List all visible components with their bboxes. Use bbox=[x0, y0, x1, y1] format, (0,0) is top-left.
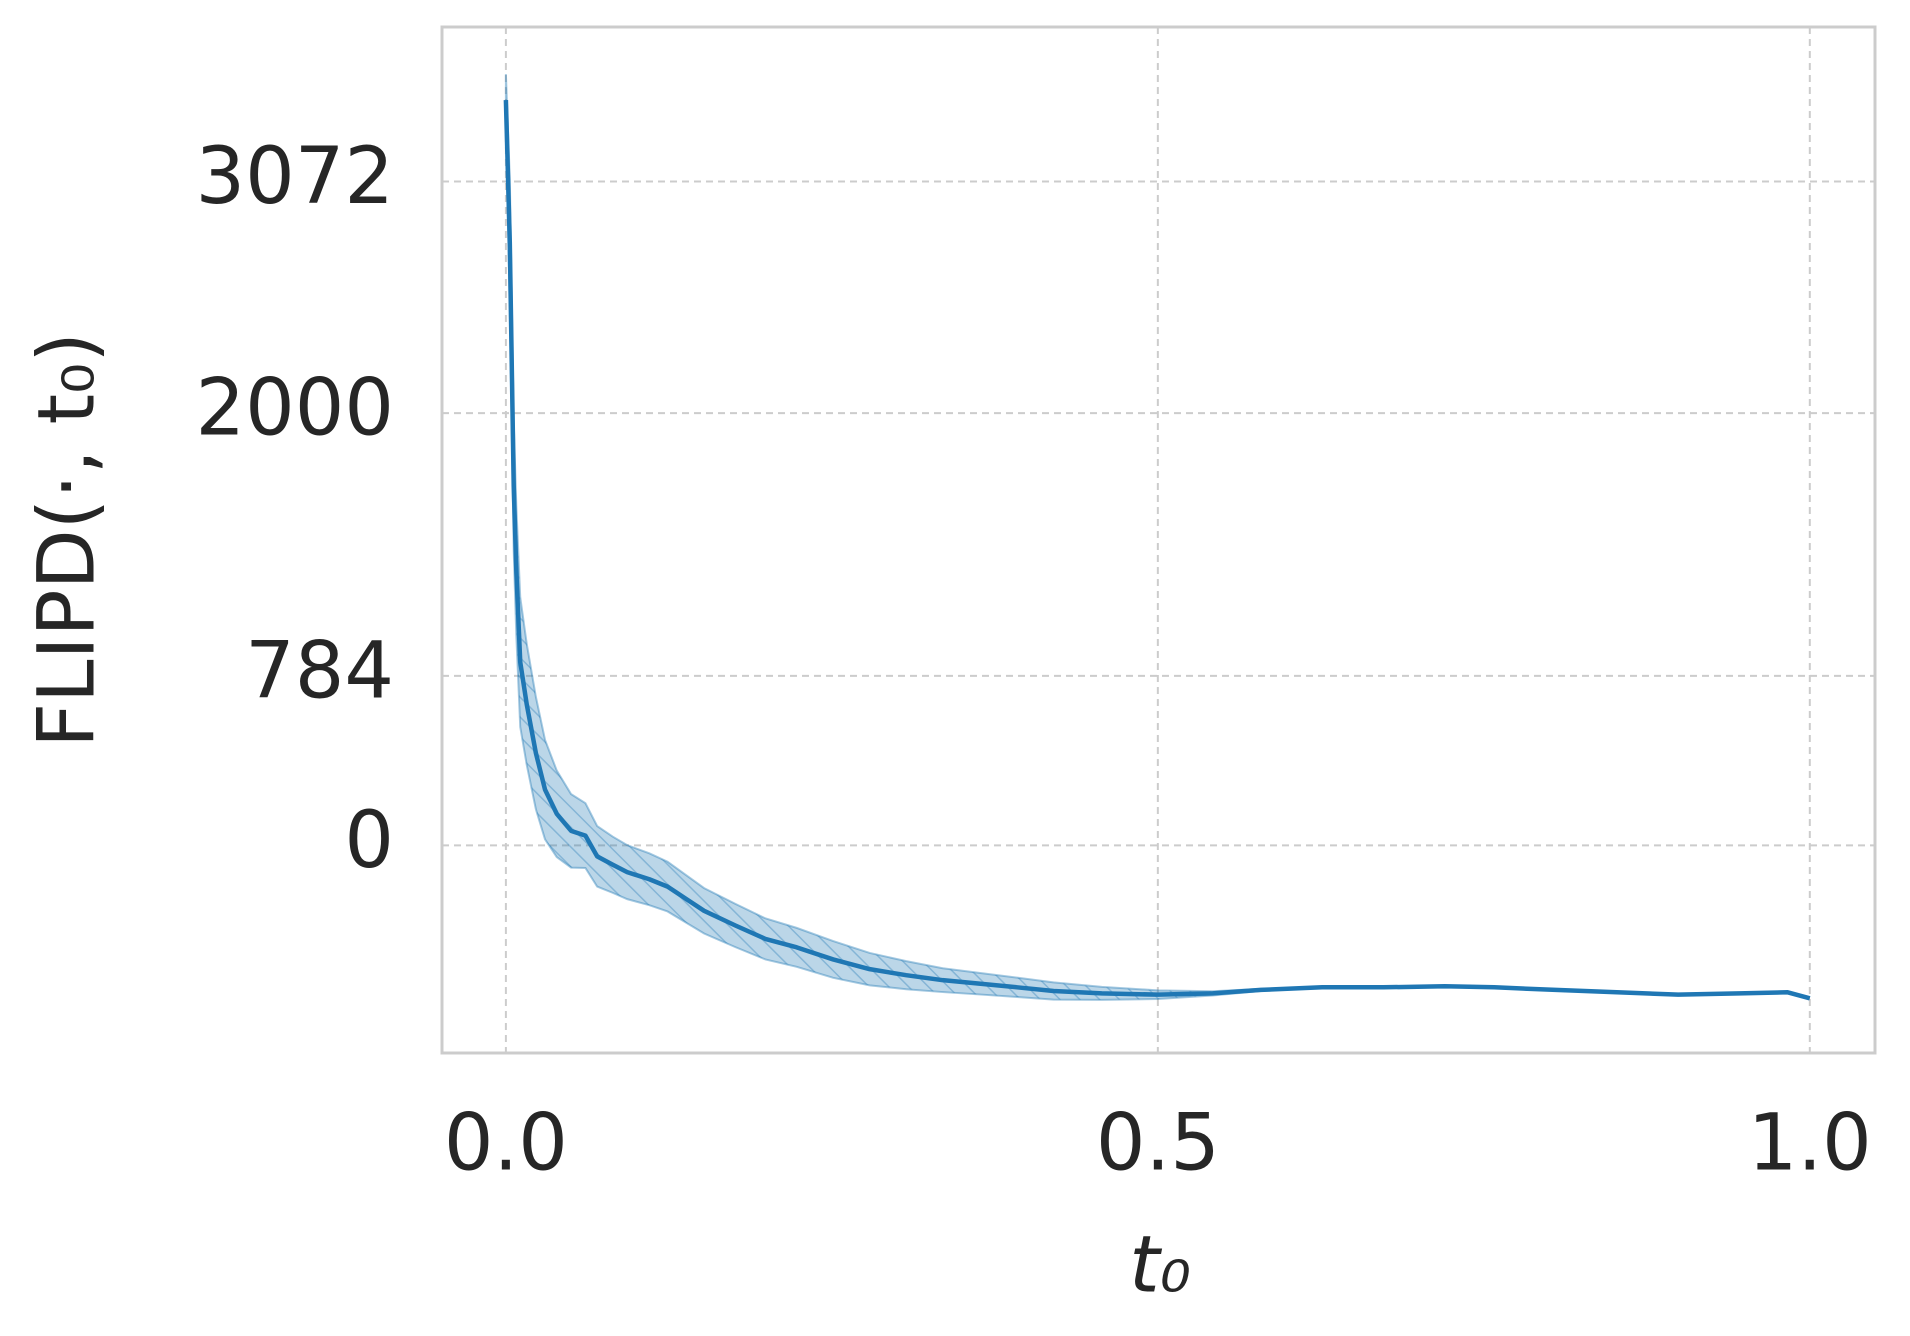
y-tick-label: 784 bbox=[245, 626, 394, 716]
x-tick-label: 0.0 bbox=[444, 1098, 568, 1188]
x-axis-label: t₀ bbox=[1129, 1220, 1191, 1310]
y-axis-label: FLIPD(·, t₀) bbox=[22, 332, 112, 748]
x-tick-label: 0.5 bbox=[1096, 1098, 1220, 1188]
line bbox=[503, 99, 1811, 1001]
y-tick-label: 3072 bbox=[195, 132, 394, 222]
y-tick-label: 2000 bbox=[195, 364, 394, 454]
x-tick-label: 1.0 bbox=[1748, 1098, 1872, 1188]
y-tick-label: 0 bbox=[344, 796, 394, 886]
plot-frame bbox=[440, 25, 1877, 1055]
